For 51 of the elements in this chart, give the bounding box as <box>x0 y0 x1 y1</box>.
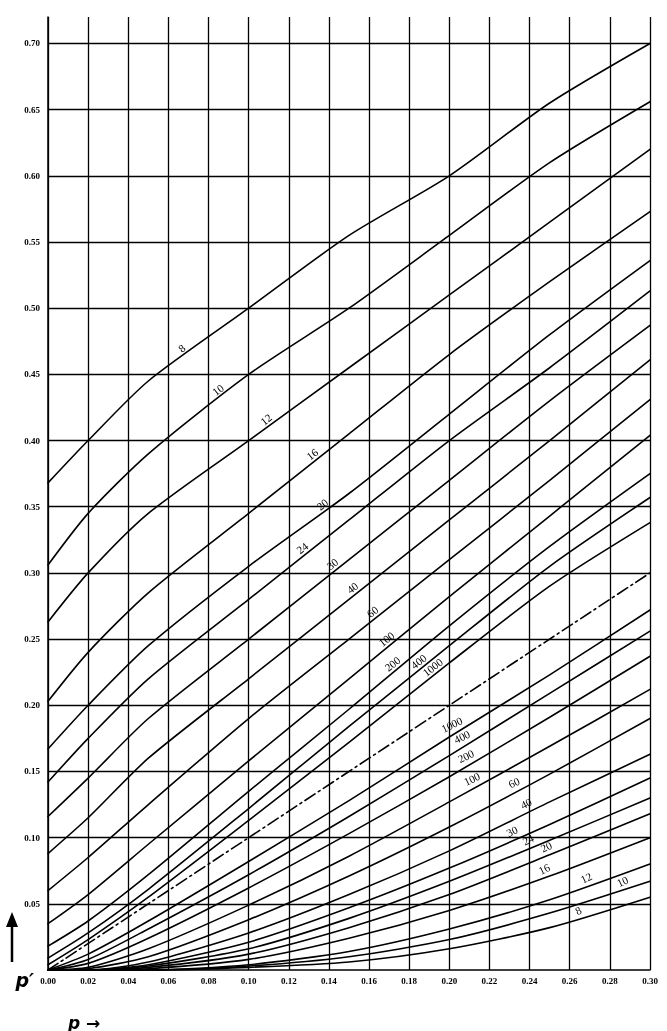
x-tick-label: 0.24 <box>521 975 538 986</box>
text: 8 <box>573 903 584 917</box>
x-tick-label: 0.16 <box>361 975 378 986</box>
text: 10 <box>614 873 631 890</box>
y-tick-label: 0.60 <box>24 170 41 181</box>
text: 60 <box>506 774 523 791</box>
text: 200 <box>382 653 404 674</box>
text: 10 <box>209 381 227 398</box>
x-tick-label: 0.06 <box>160 975 177 986</box>
y-tick-label: 0.30 <box>24 567 41 578</box>
text: 200 <box>455 746 477 766</box>
text: 8 <box>175 341 189 355</box>
x-tick-label: 0.22 <box>481 975 498 986</box>
text: 16 <box>536 860 553 877</box>
y-tick-label: 0.10 <box>24 832 41 843</box>
x-tick-label: 0.14 <box>321 975 338 986</box>
text: 100 <box>376 628 398 649</box>
x-tick-label: 0.28 <box>601 975 619 986</box>
y-tick-label: 0.70 <box>24 38 41 49</box>
x-tick-label: 0.10 <box>240 975 258 986</box>
x-tick-label: 0.30 <box>642 975 659 986</box>
x-tick-label: 0.12 <box>280 975 298 986</box>
x-tick-label: 0.08 <box>200 975 217 986</box>
x-tick-label: 0.02 <box>80 975 97 986</box>
y-tick-label: 0.55 <box>24 237 41 248</box>
text: 40 <box>344 579 361 596</box>
y-tick-label: 0.20 <box>24 700 41 711</box>
text: 20 <box>538 838 555 855</box>
text: 30 <box>324 555 341 573</box>
y-tick-label: 0.45 <box>24 369 41 380</box>
text: 12 <box>578 869 594 886</box>
x-tick-label: 0.26 <box>561 975 579 986</box>
text: 40 <box>518 795 535 812</box>
text: 16 <box>304 445 321 463</box>
text: 12 <box>258 411 275 428</box>
x-tick-label: 0.00 <box>40 975 57 986</box>
text: 30 <box>504 823 521 839</box>
y-tick-label: 0.15 <box>24 766 41 777</box>
y-tick-label: 0.35 <box>24 501 41 512</box>
x-tick-label: 0.04 <box>120 975 137 986</box>
text: 24 <box>294 539 311 557</box>
y-tick-label: 0.65 <box>24 104 41 115</box>
x-tick-label: 0.18 <box>401 975 418 986</box>
y-axis-title: p′ <box>14 968 34 991</box>
y-tick-label: 0.40 <box>24 435 41 446</box>
x-tick-label: 0.20 <box>441 975 458 986</box>
text: 100 <box>461 769 483 788</box>
text: 20 <box>314 495 331 513</box>
y-tick-label: 0.50 <box>24 303 41 314</box>
y-tick-label: 0.25 <box>24 634 41 645</box>
y-tick-label: 0.05 <box>24 898 41 909</box>
